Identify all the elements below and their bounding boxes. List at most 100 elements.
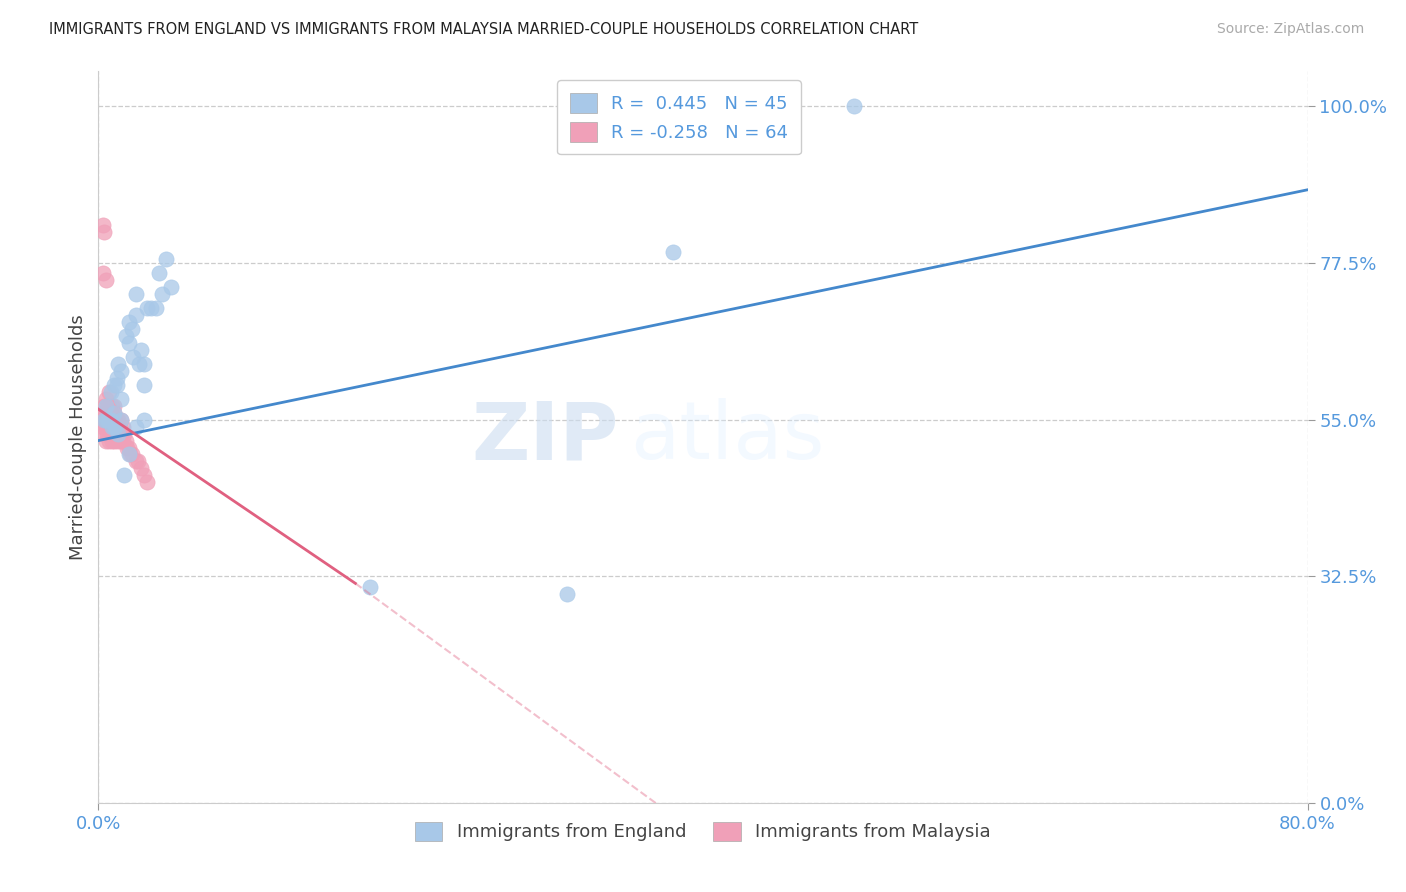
Point: [91, 406, 114, 420]
Point: [108, 434, 131, 448]
Point: [112, 468, 135, 483]
Point: [148, 266, 170, 280]
Point: [94, 399, 117, 413]
Text: atlas: atlas: [630, 398, 825, 476]
Point: [135, 301, 157, 316]
Point: [93, 412, 115, 426]
Point: [94, 434, 117, 448]
Point: [94, 392, 117, 406]
Point: [103, 377, 125, 392]
Point: [103, 426, 125, 441]
Point: [103, 406, 125, 420]
Point: [100, 412, 122, 426]
Text: Source: ZipAtlas.com: Source: ZipAtlas.com: [1216, 22, 1364, 37]
Point: [107, 357, 129, 371]
Point: [844, 99, 866, 113]
Point: [160, 280, 183, 294]
Point: [104, 419, 127, 434]
Point: [108, 419, 131, 434]
Point: [111, 419, 134, 434]
Point: [110, 426, 132, 441]
Point: [98, 419, 121, 434]
Point: [112, 426, 135, 441]
Point: [101, 399, 124, 413]
Point: [155, 252, 177, 267]
Point: [93, 225, 115, 239]
Point: [105, 412, 128, 426]
Point: [100, 406, 122, 420]
Point: [101, 419, 124, 434]
Point: [91, 419, 114, 434]
Point: [100, 426, 122, 441]
Point: [114, 434, 136, 448]
Point: [107, 426, 129, 441]
Point: [122, 350, 145, 364]
Point: [104, 426, 127, 441]
Point: [103, 434, 125, 448]
Point: [96, 412, 118, 426]
Point: [125, 454, 148, 468]
Point: [128, 357, 150, 371]
Point: [121, 322, 143, 336]
Point: [105, 434, 128, 448]
Point: [103, 406, 125, 420]
Point: [110, 392, 132, 406]
Point: [103, 412, 125, 426]
Point: [98, 384, 121, 399]
Point: [98, 399, 121, 413]
Point: [107, 426, 129, 441]
Point: [101, 412, 124, 426]
Point: [125, 287, 148, 301]
Point: [104, 412, 127, 426]
Point: [98, 412, 121, 426]
Point: [100, 419, 122, 434]
Point: [105, 419, 128, 434]
Point: [96, 412, 118, 426]
Text: ZIP: ZIP: [471, 398, 619, 476]
Point: [93, 412, 115, 426]
Point: [100, 384, 122, 399]
Point: [104, 419, 127, 434]
Point: [129, 461, 152, 475]
Point: [120, 448, 142, 462]
Point: [103, 419, 125, 434]
Point: [135, 475, 157, 490]
Point: [132, 468, 155, 483]
Point: [118, 441, 141, 455]
Point: [103, 399, 125, 413]
Point: [110, 412, 132, 426]
Point: [94, 412, 117, 426]
Point: [114, 329, 136, 343]
Point: [360, 580, 382, 594]
Point: [98, 434, 121, 448]
Point: [105, 377, 128, 392]
Point: [118, 336, 141, 351]
Text: IMMIGRANTS FROM ENGLAND VS IMMIGRANTS FROM MALAYSIA MARRIED-COUPLE HOUSEHOLDS CO: IMMIGRANTS FROM ENGLAND VS IMMIGRANTS FR…: [49, 22, 918, 37]
Point: [103, 419, 125, 434]
Point: [96, 399, 118, 413]
Point: [661, 245, 683, 260]
Point: [94, 419, 117, 434]
Point: [125, 308, 148, 322]
Point: [90, 412, 112, 426]
Point: [110, 364, 132, 378]
Point: [118, 448, 141, 462]
Point: [101, 419, 124, 434]
Point: [129, 343, 152, 357]
Point: [111, 434, 134, 448]
Point: [93, 399, 115, 413]
Point: [127, 454, 149, 468]
Point: [141, 301, 163, 316]
Point: [107, 412, 129, 426]
Point: [94, 273, 117, 287]
Point: [105, 371, 128, 385]
Point: [96, 426, 118, 441]
Legend: Immigrants from England, Immigrants from Malaysia: Immigrants from England, Immigrants from…: [408, 814, 998, 848]
Point: [115, 441, 138, 455]
Point: [118, 315, 141, 329]
Point: [110, 412, 132, 426]
Y-axis label: Married-couple Households: Married-couple Households: [69, 314, 87, 560]
Point: [150, 287, 173, 301]
Point: [145, 301, 167, 316]
Point: [121, 448, 143, 462]
